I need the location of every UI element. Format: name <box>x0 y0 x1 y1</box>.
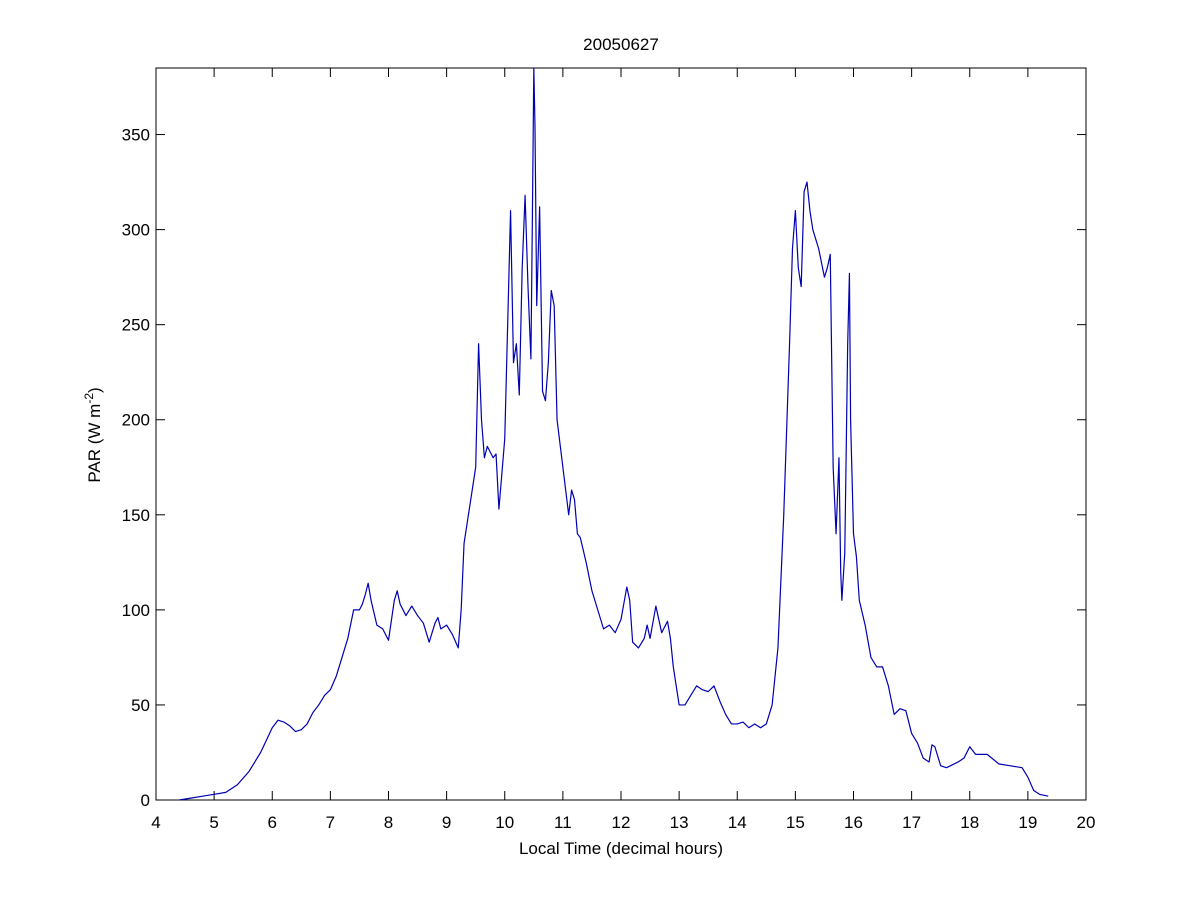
y-tick-label: 50 <box>131 696 150 715</box>
x-tick-label: 14 <box>728 813 747 832</box>
y-tick-label: 300 <box>122 221 150 240</box>
y-tick-label: 350 <box>122 126 150 145</box>
x-tick-label: 11 <box>554 813 572 832</box>
x-tick-label: 4 <box>151 813 160 832</box>
x-tick-label: 8 <box>384 813 393 832</box>
y-axis-label-text: PAR (W m <box>85 404 104 483</box>
x-tick-label: 20 <box>1077 813 1096 832</box>
x-tick-label: 10 <box>495 813 514 832</box>
y-axis-label-superscript: -2 <box>82 393 96 404</box>
x-tick-label: 13 <box>670 813 689 832</box>
y-tick-label: 250 <box>122 316 150 335</box>
x-axis-label: Local Time (decimal hours) <box>519 839 723 858</box>
x-tick-label: 18 <box>960 813 979 832</box>
y-tick-label: 150 <box>122 506 150 525</box>
y-axis-label-suffix: ) <box>85 387 104 393</box>
y-tick-label: 200 <box>122 411 150 430</box>
x-tick-label: 15 <box>786 813 805 832</box>
plot-box <box>155 67 1087 801</box>
x-tick-label: 17 <box>902 813 921 832</box>
chart-title: 20050627 <box>583 35 659 54</box>
y-tick-label: 100 <box>122 601 150 620</box>
x-tick-label: 6 <box>268 813 277 832</box>
x-tick-label: 16 <box>844 813 863 832</box>
x-tick-label: 19 <box>1018 813 1037 832</box>
x-tick-label: 12 <box>612 813 631 832</box>
x-tick-label: 9 <box>442 813 451 832</box>
x-tick-label: 5 <box>209 813 218 832</box>
x-tick-label: 7 <box>326 813 335 832</box>
y-axis-label: PAR (W m-2) <box>82 387 104 482</box>
y-tick-label: 0 <box>141 791 150 810</box>
data-line <box>179 67 1049 801</box>
